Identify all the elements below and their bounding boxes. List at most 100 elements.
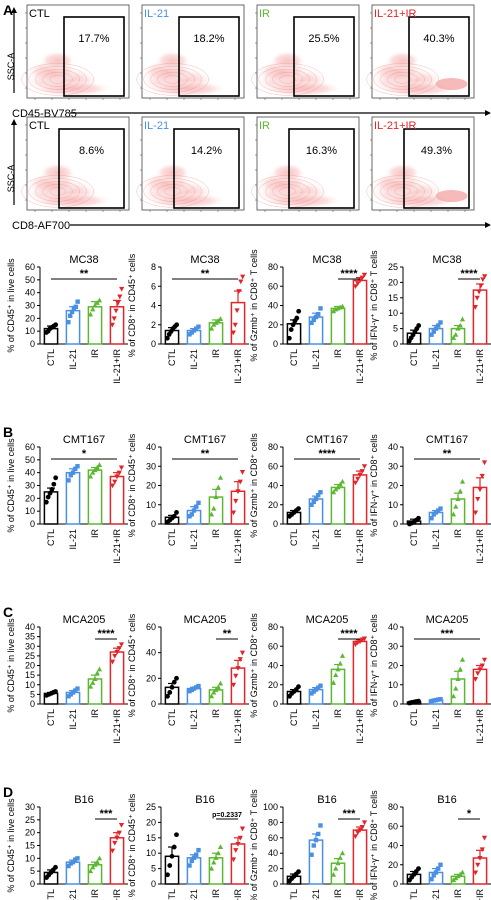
data-point [455, 676, 461, 681]
data-point [450, 693, 457, 699]
flow-density [435, 78, 468, 91]
data-point [361, 272, 368, 278]
data-point [171, 679, 177, 685]
y-tick-label: 20 [268, 320, 278, 330]
data-point [361, 464, 368, 470]
y-tick-label: 40 [25, 468, 35, 478]
bar-group-ir [87, 666, 103, 705]
y-tick-label: 0 [393, 519, 398, 529]
flow-gate [288, 128, 355, 209]
data-point [240, 274, 246, 280]
y-tick-label: 20 [268, 680, 278, 690]
flow-plot-ctl: 17.7% CTL [21, 4, 130, 100]
data-point [66, 319, 71, 325]
significance-label: ** [201, 448, 210, 460]
bar-group-ir [450, 316, 466, 345]
data-point [194, 326, 199, 331]
data-point [237, 479, 243, 485]
data-point [66, 478, 71, 483]
bar [472, 486, 488, 525]
data-point [290, 322, 296, 328]
data-point [450, 511, 457, 517]
flow-contour [251, 63, 324, 96]
bar-group-il-21 [428, 320, 444, 345]
data-point [234, 308, 240, 314]
data-point [236, 289, 242, 294]
flow-contour [42, 72, 73, 87]
y-tick-label: 0 [273, 519, 278, 529]
data-point [296, 684, 301, 690]
x-tick-label: IL-21+IR [355, 889, 365, 900]
flow-ylabel: SSC-A [6, 165, 16, 193]
y-axis-label: % of CD45⁺ in live cells [6, 258, 16, 353]
flow-plot-ctl: 8.6% CTL [21, 116, 130, 212]
bar-group-ctl [164, 832, 180, 885]
data-point [233, 673, 239, 679]
bar-group-il-21-ir [472, 460, 488, 525]
chart-title: CMT167 [184, 434, 226, 446]
data-point [118, 642, 125, 648]
y-tick-label: 60 [25, 442, 35, 452]
bar-group-il-21 [428, 696, 444, 705]
data-point [479, 847, 485, 853]
x-tick-label: IR [453, 888, 463, 898]
bar-group-il-21-ir [230, 470, 246, 525]
data-point [112, 653, 118, 659]
data-point [116, 470, 122, 476]
data-point [169, 853, 175, 859]
bar-group-ir [330, 653, 346, 705]
data-point [359, 469, 365, 474]
flow-contour [49, 187, 66, 196]
bar-group-il-21 [186, 324, 202, 345]
data-point [438, 862, 443, 867]
data-point [114, 650, 120, 655]
data-point [233, 848, 239, 853]
flow-plot-il-21: 14.2% IL-21 [136, 116, 245, 212]
data-point [215, 484, 221, 490]
y-tick-label: 80 [268, 442, 278, 452]
significance-label: *** [441, 628, 455, 640]
data-point [109, 322, 115, 328]
data-point [431, 873, 436, 878]
data-point [438, 696, 443, 702]
bar-group-ctl [286, 308, 302, 345]
y-tick-label: 0 [393, 699, 398, 709]
bar [164, 855, 180, 885]
data-point [45, 494, 51, 500]
data-point [73, 466, 78, 472]
panel-label-D: D [3, 784, 13, 800]
flow-cytometry-plots: SSC-A 17.7% CTL 18.2% IL-21 25.5% IR 40.3% IL-21… [6, 4, 491, 232]
x-tick-label: CTL [289, 889, 299, 900]
chart-title: MCA205 [63, 614, 106, 626]
x-tick-label: IR [333, 348, 343, 358]
data-point [92, 676, 98, 681]
bar-group-il-21-ir [109, 465, 125, 525]
data-point [169, 684, 175, 690]
data-point [94, 300, 100, 305]
data-point [313, 496, 319, 502]
flow-contour [279, 75, 296, 84]
data-point [94, 859, 100, 865]
chart-C-4: MCA205 0 10 20 30 40 % of IFN-γ⁺ in CD8⁺ cells… [369, 614, 491, 744]
significance-label: ** [443, 448, 452, 460]
y-axis-label: % of IFN-γ⁺ in CD8⁺ cells [369, 614, 379, 717]
flow-group-label: IL-21 [144, 120, 169, 132]
y-tick-label: 10 [388, 308, 398, 318]
y-tick-label: 2 [151, 320, 156, 330]
flow-density [262, 80, 343, 97]
y-tick-label: 80 [268, 817, 278, 827]
x-tick-label: IL-21 [189, 709, 199, 730]
bar-group-il-21-ir [230, 274, 246, 345]
data-point [359, 825, 365, 830]
data-point [217, 844, 224, 850]
data-point [235, 666, 241, 671]
data-point [355, 281, 361, 287]
y-axis-label: % of CD8⁺ in CD45⁺ cells [127, 433, 137, 537]
y-tick-label: 40 [388, 442, 398, 452]
bar [308, 839, 324, 885]
data-point [167, 863, 173, 868]
flow-contour [143, 178, 202, 205]
data-point [196, 683, 201, 689]
